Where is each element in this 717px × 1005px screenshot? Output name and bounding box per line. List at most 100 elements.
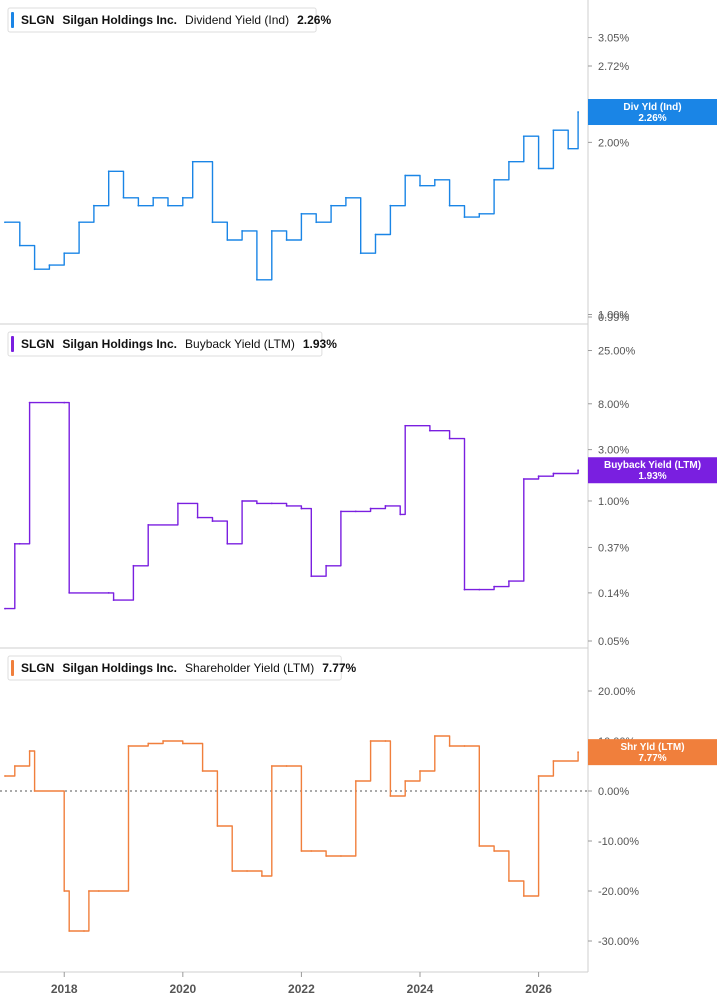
series-point [181, 196, 184, 199]
series-line-3 [4, 735, 579, 932]
series-point [88, 890, 90, 892]
series-point [300, 212, 303, 215]
series-point [256, 278, 258, 281]
y-tick-label: 1.00% [598, 310, 629, 322]
y-tick-label: 3.00% [598, 445, 629, 457]
y-tick-label: 0.37% [598, 542, 629, 554]
series-point [508, 880, 510, 882]
series-point [241, 230, 244, 232]
series-point [354, 780, 357, 782]
series-point [478, 588, 481, 591]
series-point [211, 520, 214, 523]
series-point [137, 204, 140, 207]
series-point [78, 221, 80, 224]
y-tick-label: -30.00% [598, 936, 639, 948]
series-point [522, 135, 525, 138]
series-point [463, 216, 466, 219]
series-point [107, 591, 110, 594]
series-point [577, 751, 580, 754]
y-tick-label: -20.00% [598, 886, 639, 898]
legend-current-value: 7.77% [322, 661, 356, 675]
series-point [83, 930, 85, 932]
series-point [28, 750, 31, 752]
value-tag-label: Shr Yld (LTM) [620, 742, 684, 753]
series-point [463, 745, 466, 747]
series-point [478, 845, 481, 847]
series-point [201, 770, 204, 772]
x-tick-label: 2020 [169, 982, 196, 996]
series-point [552, 129, 555, 132]
series-point [369, 507, 372, 510]
series-point [374, 233, 377, 236]
series-point [552, 760, 555, 762]
series-point [260, 875, 263, 877]
legend-ticker: SLGN [21, 661, 54, 675]
legend-company: Silgan Holdings Inc. [62, 661, 177, 675]
series-point [300, 850, 303, 852]
series-point [112, 599, 115, 601]
legend-box[interactable]: SLGN Silgan Holdings Inc. Dividend Yield (… [7, 7, 331, 33]
series-point [344, 196, 347, 199]
series-point [340, 510, 342, 513]
series-point [359, 252, 362, 255]
legend-label: SLGN Silgan Holdings Inc. Dividend Yield (… [21, 13, 331, 27]
series-point [4, 775, 6, 777]
series-point [132, 564, 135, 567]
series-point [285, 505, 288, 507]
series-point [310, 575, 313, 578]
series-point [162, 740, 164, 742]
series-point [325, 564, 328, 567]
legend-company: Silgan Holdings Inc. [62, 337, 177, 351]
x-tick-label: 2018 [51, 982, 78, 996]
legend-box[interactable]: SLGN Silgan Holdings Inc. Buyback Yield (L… [7, 331, 337, 357]
current-value-tag: Shr Yld (LTM)7.77% [588, 739, 717, 766]
legend-company: Silgan Holdings Inc. [62, 13, 177, 27]
value-tag-value: 7.77% [638, 753, 666, 764]
series-point [354, 510, 357, 513]
y-tick-label: 0.99% [598, 312, 629, 324]
series-point [4, 221, 6, 224]
legend-background [7, 331, 323, 357]
series-point [167, 204, 169, 207]
value-tag-background [588, 457, 717, 484]
series-point [241, 500, 244, 502]
series-point [577, 469, 580, 472]
series-point [537, 475, 540, 478]
series-point [300, 507, 303, 510]
series-point [211, 221, 214, 224]
legend-metric: Dividend Yield (Ind) [185, 13, 289, 27]
value-tag-background [588, 739, 717, 766]
legend-layer: SLGN Silgan Holdings Inc. Dividend Yield (… [7, 7, 357, 681]
series-point [448, 745, 451, 747]
value-tag-value: 1.93% [638, 471, 666, 482]
series-point [28, 401, 31, 404]
series-point [404, 174, 407, 177]
series-line-1 [4, 112, 579, 281]
series-point [493, 850, 496, 852]
series-point [330, 204, 332, 207]
series-point [567, 147, 570, 150]
series-point [493, 585, 496, 588]
series-point [369, 740, 372, 742]
y-tick-label: 20.00% [598, 686, 636, 698]
y-tick-label: -10.00% [598, 836, 639, 848]
series-point [404, 424, 407, 427]
y-tick-label: 2.00% [598, 137, 629, 149]
series-point [399, 513, 402, 516]
series-point [63, 890, 66, 892]
series-point [246, 870, 248, 872]
series-point [310, 850, 313, 852]
series-point [552, 472, 555, 475]
legend-current-value: 1.93% [303, 337, 337, 351]
y-tick-label: 1.00% [598, 496, 629, 508]
legend-box[interactable]: SLGN Silgan Holdings Inc. Shareholder Yiel… [7, 655, 357, 681]
legend-ticker: SLGN [21, 13, 54, 27]
series-point [448, 204, 451, 207]
legend-color-swatch [11, 660, 14, 676]
legend-label: SLGN Silgan Holdings Inc. Buyback Yield (L… [21, 337, 337, 351]
series-point [176, 502, 179, 505]
series-point [92, 204, 95, 207]
series-point [63, 401, 66, 404]
current-value-tag: Buyback Yield (LTM)1.93% [588, 457, 717, 484]
series-point [433, 178, 436, 181]
